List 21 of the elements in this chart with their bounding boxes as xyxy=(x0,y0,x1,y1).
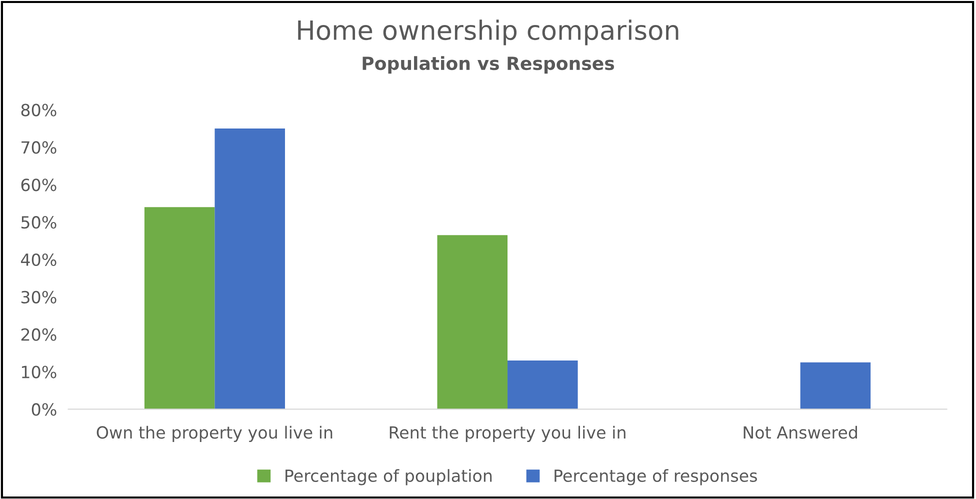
x-tick-label: Own the property you live in xyxy=(96,426,332,442)
y-tick-label: 30% xyxy=(21,290,56,304)
chart-subtitle: Population vs Responses xyxy=(362,56,614,74)
chart-title: Home ownership comparison xyxy=(298,20,678,46)
y-tick-label: 60% xyxy=(21,178,56,192)
y-tick-label: 50% xyxy=(21,216,56,229)
y-tick-label: 10% xyxy=(22,366,56,378)
bar xyxy=(144,207,215,410)
y-tick-label: 80% xyxy=(21,104,56,116)
bar xyxy=(800,362,871,410)
x-tick-label: Rent the property you live in xyxy=(390,426,626,442)
y-tick-label: 0% xyxy=(32,403,56,416)
legend-label: Percentage of pouplation xyxy=(286,469,492,486)
y-tick-label: 20% xyxy=(21,328,56,341)
y-tick-label: 40% xyxy=(20,253,56,266)
legend-label: Percentage of responses xyxy=(554,469,757,486)
x-tick-label: Not Answered xyxy=(744,426,857,439)
y-tick-label: 70% xyxy=(22,141,56,154)
bar xyxy=(437,235,508,410)
bar xyxy=(214,128,285,410)
bar xyxy=(508,360,578,410)
